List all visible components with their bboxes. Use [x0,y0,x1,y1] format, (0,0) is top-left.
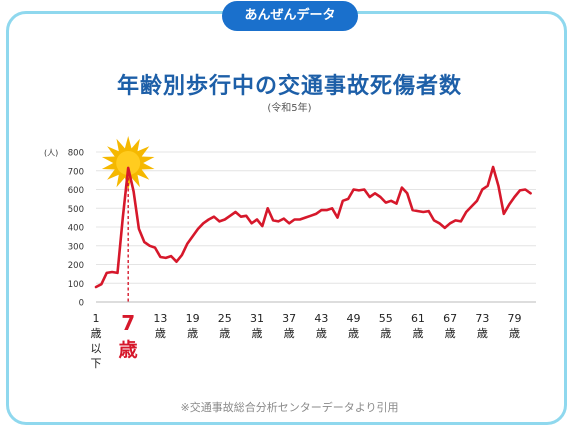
series-line [94,165,532,289]
x-tick-label: 25 [218,312,232,325]
y-tick-label: 400 [68,224,84,234]
y-tick-label: 200 [68,261,84,271]
x-tick-label: 歳 [251,327,262,340]
x-tick-label: 歳 [380,327,391,340]
x-tick-label: 1 [93,312,100,325]
x-tick-label: 49 [347,312,361,325]
x-tick-label: 歳 [91,327,102,340]
label-layer: 1歳以下13歳19歳25歳31歳37歳43歳49歳55歳61歳67歳73歳79歳… [91,311,522,370]
data-source-note: ※交通事故総合分析センターデータより引用 [180,401,399,414]
highlight-age-unit: 歳 [119,339,138,361]
y-tick-label: 0 [79,299,84,309]
x-tick-label: 73 [475,312,489,325]
x-tick-label: 歳 [187,327,198,340]
grid-layer [96,151,536,303]
x-tick-label: 歳 [477,327,488,340]
x-tick-label: 歳 [412,327,423,340]
y-tick-label: 300 [68,242,84,252]
x-tick-label: 歳 [445,327,456,340]
x-tick-label: 歳 [155,327,166,340]
highlight-layer [101,136,155,302]
y-tick-label: 700 [68,167,84,177]
x-tick-label: 歳 [316,327,327,340]
x-tick-label: 37 [282,312,296,325]
x-tick-label: 43 [314,312,328,325]
chart-title: 年齢別歩行中の交通事故死傷者数 [116,74,462,99]
x-tick-label: 歳 [219,327,230,340]
y-tick-label: 100 [68,280,84,290]
content-card [6,11,567,425]
chart-subtitle: (令和5年) [267,103,312,114]
y-axis-unit-label: (人) [44,149,58,158]
x-tick-label: 55 [379,312,393,325]
axis-layer: 0 100 200 300 400 500 600 700 800 (人) [44,149,84,309]
series-layer [94,165,532,289]
y-tick-label: 500 [68,205,84,215]
x-tick-label: 79 [508,312,522,325]
y-tick-label: 800 [68,149,84,159]
x-tick-label: 歳 [284,327,295,340]
x-tick-label: 歳 [348,327,359,340]
x-tick-label: 下 [91,357,102,370]
highlight-age-number: 7 [121,311,135,335]
y-tick-label: 600 [68,186,84,196]
x-tick-label: 61 [411,312,425,325]
x-tick-label: 67 [443,312,457,325]
x-tick-label: 31 [250,312,264,325]
x-tick-label: 歳 [509,327,520,340]
x-tick-label: 以 [91,342,102,355]
category-badge: あんぜんデータ [222,1,358,31]
x-tick-label: 13 [153,312,167,325]
highlight-burst-core [116,151,141,175]
x-tick-label: 19 [186,312,200,325]
